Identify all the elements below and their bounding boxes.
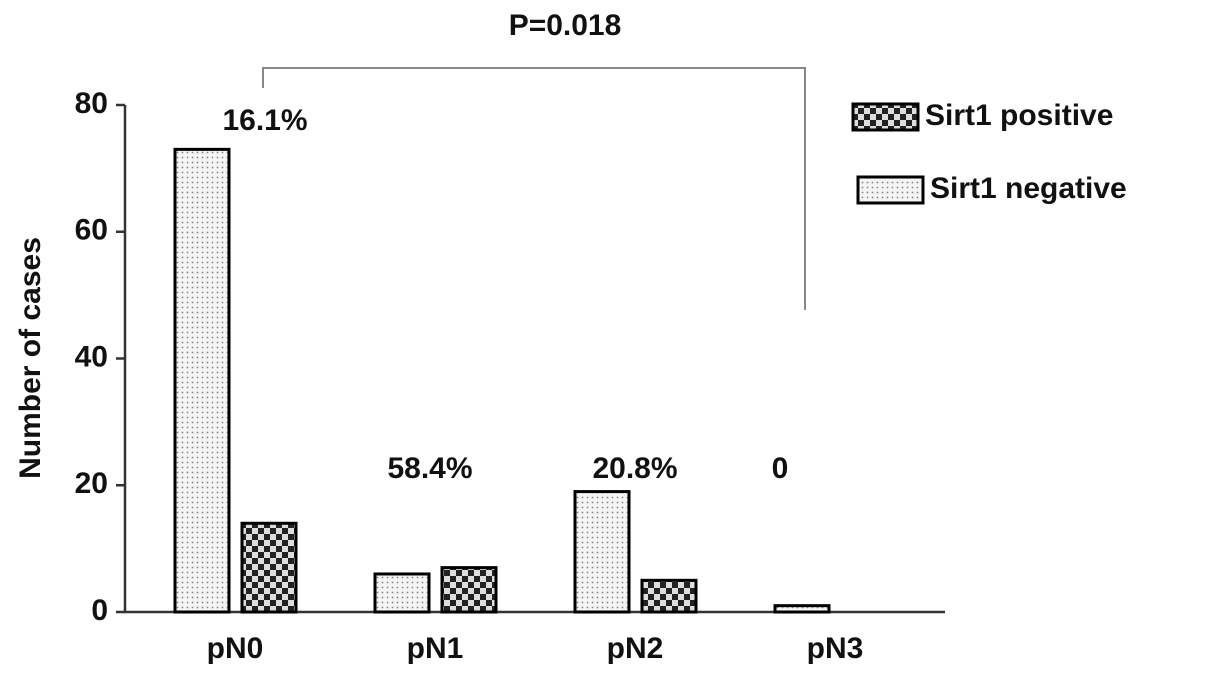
- bar: [440, 566, 498, 614]
- legend-swatch: [851, 102, 920, 132]
- bar: [173, 147, 231, 614]
- annotation: 16.1%: [222, 104, 307, 137]
- y-tick-label: 40: [75, 340, 108, 373]
- y-tick-label: 0: [91, 594, 108, 627]
- bar: [573, 490, 631, 614]
- bar: [773, 604, 831, 614]
- legend-swatch: [856, 175, 925, 205]
- y-tick-label: 80: [75, 87, 108, 120]
- x-tick-label: pN1: [407, 632, 464, 665]
- x-tick-label: pN2: [607, 632, 664, 665]
- y-tick-label: 60: [75, 214, 108, 247]
- y-tick-label: 20: [75, 467, 108, 500]
- x-tick-label: pN3: [807, 632, 864, 665]
- legend-label: Sirt1 positive: [925, 99, 1113, 132]
- p-value: P=0.018: [509, 9, 622, 42]
- bar: [373, 572, 431, 614]
- bracket: [262, 67, 806, 310]
- annotation: 0: [772, 452, 789, 485]
- y-axis-label: Number of cases: [14, 237, 47, 479]
- annotation: 58.4%: [387, 452, 472, 485]
- bar: [640, 578, 698, 614]
- x-tick-label: pN0: [207, 632, 264, 665]
- bar: [240, 521, 298, 614]
- legend-label: Sirt1 negative: [930, 172, 1127, 205]
- annotation: 20.8%: [592, 452, 677, 485]
